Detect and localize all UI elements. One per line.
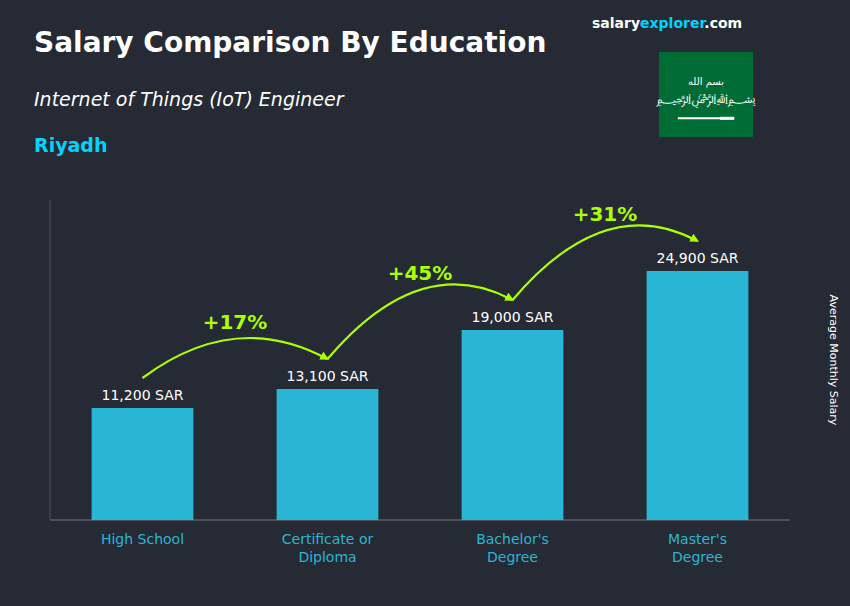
growth-arrow — [513, 225, 698, 300]
bar — [647, 271, 749, 520]
growth-arrow — [328, 284, 513, 359]
x-tick-label-line: Diploma — [298, 549, 356, 565]
bar — [462, 330, 564, 520]
data-label: 19,000 SAR — [472, 309, 554, 325]
x-tick-label-line: Degree — [487, 549, 538, 565]
growth-label: +17% — [203, 310, 268, 334]
data-label: 24,900 SAR — [657, 250, 739, 266]
brand: salaryexplorer.com — [592, 15, 742, 31]
flag-sword — [678, 117, 734, 119]
data-label: 13,100 SAR — [287, 368, 369, 384]
brand-part: salary — [592, 15, 640, 31]
x-tick-label: Bachelor's Degree — [476, 531, 549, 565]
flag-text: بسم الله — [688, 76, 724, 88]
x-tick-label-line: Master's — [668, 531, 727, 547]
chart-container: 11,200 SAR 13,100 SAR 19,000 SAR 24,900 SAR… — [0, 0, 850, 606]
bars — [92, 271, 749, 520]
title: Salary Comparison By Education — [34, 26, 546, 59]
flag-sword-hilt — [720, 117, 734, 120]
x-tick-label-line: Certificate or — [282, 531, 374, 547]
growth-arrow — [143, 338, 328, 378]
growth-label: +45% — [388, 261, 453, 285]
chart-svg: 11,200 SAR 13,100 SAR 19,000 SAR 24,900 SAR… — [0, 0, 850, 606]
flag-text: ﷽ — [656, 91, 756, 108]
growth-label: +31% — [573, 202, 638, 226]
bar — [92, 408, 194, 520]
brand-part: .com — [704, 15, 742, 31]
x-tick-label-line: Degree — [672, 549, 723, 565]
y-axis-line — [50, 200, 51, 520]
x-tick-label: Master's Degree — [668, 531, 727, 565]
x-tick-label: High School — [101, 531, 184, 547]
data-label: 11,200 SAR — [102, 387, 184, 403]
background — [0, 0, 850, 606]
subtitle: Internet of Things (IoT) Engineer — [34, 88, 345, 110]
bar — [277, 389, 379, 520]
y-axis-label: Average Monthly Salary — [827, 295, 840, 426]
city: Riyadh — [34, 134, 107, 156]
x-tick-label: Certificate or Diploma — [282, 531, 374, 565]
x-tick-label-line: High School — [101, 531, 184, 547]
x-tick-label-line: Bachelor's — [476, 531, 549, 547]
brand-part: explorer — [640, 15, 706, 31]
